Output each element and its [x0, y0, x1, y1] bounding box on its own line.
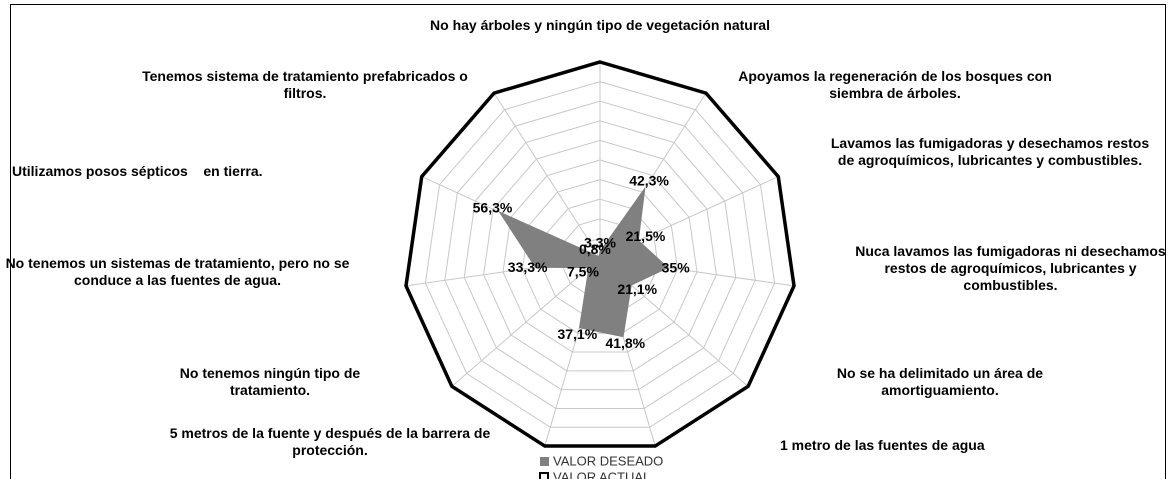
legend-swatch — [539, 472, 549, 479]
frame — [10, 4, 1166, 479]
data-label: 35% — [662, 260, 691, 276]
category-label: No tenemos ningún tipo de tratamiento. — [179, 365, 361, 398]
category-label: Nuca lavamos las fumigadoras ni desecham… — [855, 243, 1166, 293]
category-label: Tenemos sistema de tratamiento prefabric… — [142, 68, 468, 101]
grid-ring — [444, 100, 756, 409]
category-label: No hay árboles y ningún tipo de vegetaci… — [430, 17, 770, 33]
data-label: 3,3% — [584, 234, 616, 250]
data-label: 7,5% — [567, 263, 599, 279]
legend-label: VALOR ACTUAL — [553, 469, 650, 479]
legend-label: VALOR DESEADO — [553, 453, 663, 468]
grid-ring — [502, 159, 698, 353]
series-outline — [404, 60, 796, 448]
grid-ring — [463, 120, 737, 391]
data-label: 56,3% — [473, 200, 513, 216]
spoke — [493, 92, 601, 259]
data-label: 33,3% — [508, 259, 548, 275]
category-label: 5 metros de la fuente y después de la ba… — [169, 425, 491, 458]
data-label: 0,8% — [579, 241, 611, 257]
category-label: Apoyamos la regeneración de los bosques … — [738, 68, 1052, 101]
grid-ring — [424, 81, 776, 428]
data-label: 42,3% — [629, 172, 669, 188]
grid-ring — [521, 179, 679, 334]
category-label: No se ha delimitado un área de amortigua… — [836, 365, 1044, 398]
legend-swatch — [540, 457, 549, 466]
category-label: 1 metro de las fuentes de agua — [780, 437, 985, 453]
data-label: 21,5% — [626, 228, 666, 244]
category-label: No tenemos un sistemas de tratamiento, p… — [5, 255, 350, 288]
series-area — [498, 187, 669, 338]
data-label: 37,1% — [557, 326, 597, 342]
category-label: Utilizamos posos sépticos en tierra. — [12, 163, 263, 179]
spoke — [451, 257, 601, 387]
data-label: 41,8% — [605, 335, 645, 351]
grid-ring — [483, 139, 717, 372]
category-label: Lavamos las fumigadoras y desechamos res… — [830, 135, 1150, 168]
data-label: 21,1% — [617, 281, 657, 297]
